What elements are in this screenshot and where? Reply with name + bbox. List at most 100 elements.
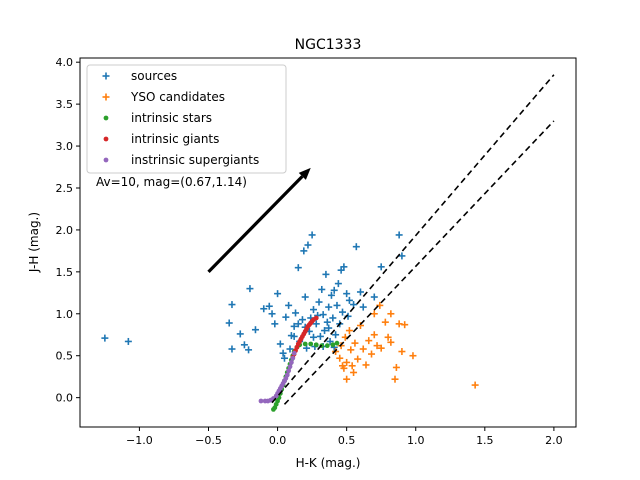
data-point [384,333,392,341]
data-point [309,333,317,341]
data-point [326,337,334,345]
data-point [290,355,296,361]
data-point [246,285,254,293]
y-tick-label: 4.0 [56,56,74,69]
data-point [240,341,248,349]
legend-marker [103,157,109,163]
data-point [302,341,308,347]
data-point [312,320,320,328]
data-point [313,342,319,348]
data-point [368,350,376,358]
legend-label: instrinsic supergiants [131,153,259,167]
data-point [268,310,276,318]
data-point [330,286,338,294]
y-tick-label: 3.0 [56,140,74,153]
data-point [279,349,287,357]
legend-marker [103,115,109,121]
legend-label: YSO candidates [130,90,225,104]
data-point [308,231,316,239]
data-point [354,355,362,363]
data-point [301,293,309,301]
y-tick-label: 1.5 [56,266,74,279]
x-tick-label: −0.5 [195,434,222,447]
data-point [245,346,253,354]
data-point [343,375,351,383]
data-point [265,302,273,310]
data-point [327,291,335,299]
plot-content [101,74,555,412]
data-point [391,375,399,383]
y-tick-label: 0.5 [56,350,74,363]
data-point [395,231,403,239]
data-point [282,313,290,321]
data-point [329,314,337,322]
data-point [398,252,406,260]
y-tick-label: 3.5 [56,98,74,111]
data-point [274,290,282,298]
data-point [350,368,358,376]
data-point [398,348,406,356]
x-tick-label: −1.0 [126,434,153,447]
chart-title: NGC1333 [295,37,362,53]
data-point [356,288,364,296]
data-point [284,372,290,378]
data-point [471,381,479,389]
data-point [304,241,312,249]
data-point [334,280,342,288]
data-point [343,290,351,298]
legend-box [86,64,287,174]
data-point [325,303,333,311]
series-3 [290,315,319,360]
data-point [340,263,348,271]
reddening-annotation: Av=10, mag=(0.67,1.14) [96,175,247,189]
data-point [294,320,302,328]
data-point [370,293,378,301]
data-point [280,354,288,362]
reddening-line [271,74,555,404]
data-point [285,301,293,309]
data-point [290,322,298,330]
y-tick-label: 2.0 [56,224,74,237]
data-point [298,316,306,324]
data-point [228,345,236,353]
data-point [325,324,333,332]
data-point [271,320,279,328]
data-point [365,337,373,345]
data-point [258,398,264,404]
x-tick-label: 0.5 [338,434,356,447]
y-tick-label: 0.0 [56,392,74,405]
legend-label: intrinsic giants [131,132,219,146]
data-point [381,318,389,326]
data-point [276,340,284,348]
x-tick-label: 1.0 [407,434,425,447]
axis-ticks: −1.0 −0.5 0.0 0.5 1.0 1.5 2.0 0.0 0.5 1.0 1.5 2.0 2.… [56,56,563,447]
legend-label: intrinsic stars [131,111,212,125]
x-tick-label: 1.5 [476,434,494,447]
legend-marker [103,136,109,142]
data-point [124,337,132,345]
data-point [339,362,347,370]
data-point [370,310,378,318]
reddening-line [283,120,555,405]
data-point [352,243,360,251]
x-axis-label: H-K (mag.) [296,456,361,470]
data-point [395,320,403,328]
data-point [401,321,409,329]
data-point [348,362,356,370]
data-point [292,309,300,317]
data-point [316,332,324,340]
data-point [309,306,317,314]
legend-marker [102,93,110,101]
x-tick-label: 2.0 [545,434,563,447]
data-point [323,318,331,326]
data-point [345,327,353,335]
data-point [321,327,329,335]
axes-frame [79,57,577,428]
data-point [387,338,395,346]
data-point [291,350,297,356]
data-point [324,343,330,349]
reddening-vector-arrow [207,167,311,273]
legend-marker [102,72,110,80]
data-point [370,331,378,339]
x-tick-label: 0.0 [269,434,287,447]
